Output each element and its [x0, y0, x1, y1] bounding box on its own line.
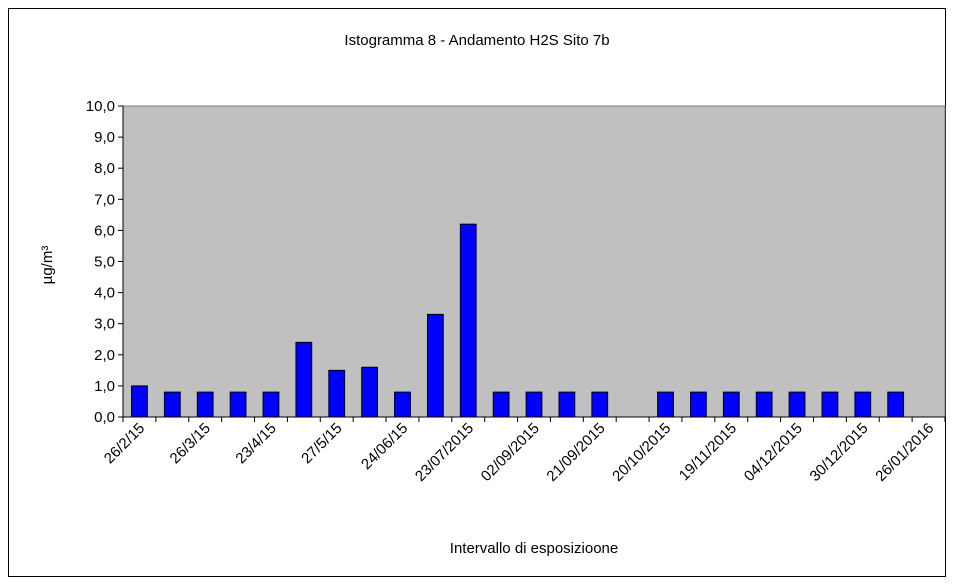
y-tick-label: 1,0 [94, 378, 115, 395]
x-axis-label: Intervallo di esposizioone [450, 540, 618, 557]
y-tick-label: 6,0 [94, 222, 115, 239]
y-tick-label: 9,0 [94, 129, 115, 146]
bar [755, 391, 773, 418]
bar [426, 313, 444, 418]
bar [788, 391, 806, 418]
y-tick-label: 7,0 [94, 191, 115, 208]
y-tick-label: 0,0 [94, 409, 115, 426]
bar [558, 391, 576, 418]
bar [821, 391, 839, 418]
y-tick-label: 5,0 [94, 254, 115, 271]
bar [690, 391, 707, 418]
bar [196, 391, 214, 418]
bar [295, 341, 313, 418]
bar [854, 391, 872, 418]
bar [328, 369, 346, 418]
plot-area [122, 105, 946, 418]
y-tick-label: 3,0 [94, 316, 115, 333]
bar [131, 385, 148, 418]
bar [163, 391, 181, 418]
bar [394, 391, 411, 418]
y-tick-label: 8,0 [94, 160, 115, 177]
bar [459, 223, 477, 418]
bar [657, 391, 674, 418]
bar [722, 391, 740, 418]
bar [229, 391, 247, 418]
y-axis-label: µg/m³ [39, 246, 56, 285]
y-tick-label: 2,0 [94, 347, 115, 364]
bar [262, 391, 280, 418]
bar [492, 391, 510, 418]
bar [591, 391, 609, 418]
bar [361, 366, 378, 418]
bar [887, 391, 905, 418]
y-tick-label: 4,0 [94, 285, 115, 302]
y-tick-label: 10,0 [86, 98, 115, 115]
chart-title: Istogramma 8 - Andamento H2S Sito 7b [344, 32, 609, 49]
bar [525, 391, 543, 418]
